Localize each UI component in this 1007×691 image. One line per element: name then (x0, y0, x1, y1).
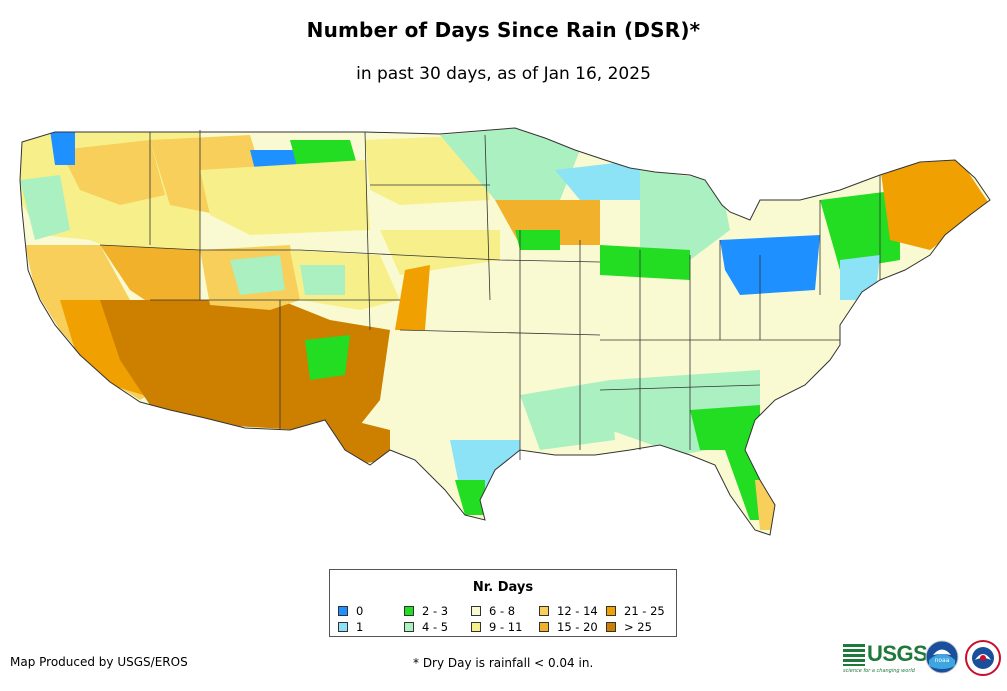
legend-item: 9 - 11 (471, 620, 522, 634)
legend-swatch (338, 606, 348, 616)
region-wyoming (200, 160, 370, 235)
legend-label: 4 - 5 (422, 620, 449, 634)
region-minnesota (440, 128, 580, 200)
region-nm-green (305, 335, 350, 380)
region-co-plateau (230, 255, 285, 295)
region-ny-pa-blue (720, 235, 820, 295)
legend-item: 15 - 20 (539, 620, 598, 634)
map-subtitle: in past 30 days, as of Jan 16, 2025 (356, 64, 651, 84)
noaa-logo-icon: noaa (925, 640, 959, 674)
region-tx-coast-green (455, 480, 485, 515)
legend-label: 2 - 3 (422, 604, 449, 618)
legend-item: 6 - 8 (471, 604, 515, 618)
us-dsr-map (19, 127, 991, 536)
legend-swatch (338, 622, 348, 632)
region-ga-green (690, 405, 760, 450)
legend-swatch (606, 622, 616, 632)
us-outline (19, 127, 991, 536)
region-nj-light-blue (840, 255, 880, 300)
legend-item: 4 - 5 (404, 620, 448, 634)
boundary-line (399, 329, 601, 336)
region-wa-coast (50, 130, 75, 165)
legend-swatch (606, 606, 616, 616)
legend-swatch (471, 622, 481, 632)
legend-swatch (404, 622, 414, 632)
region-oregon-interior (60, 140, 165, 205)
boundary-line (599, 384, 761, 391)
map-title: Number of Days Since Rain (DSR)* (306, 18, 701, 42)
legend-label: 1 (356, 620, 364, 634)
legend-label: 12 - 14 (557, 604, 598, 618)
legend-item: 12 - 14 (539, 604, 598, 618)
legend-label: > 25 (624, 620, 652, 634)
legend-label: 6 - 8 (489, 604, 516, 618)
region-lakes-green (600, 245, 690, 280)
legend-item: 0 (338, 604, 363, 618)
nws-logo-icon (965, 640, 1001, 676)
legend-item: > 25 (606, 620, 652, 634)
region-coast-or (20, 175, 70, 240)
region-ks-ok-orange (395, 265, 430, 330)
region-nevada (100, 245, 200, 310)
region-michigan (640, 170, 730, 260)
legend-swatch (471, 606, 481, 616)
map-credit: Map Produced by USGS/EROS (10, 655, 188, 669)
boundary-line (484, 134, 491, 301)
noaa-label: noaa (935, 657, 950, 664)
legend-label: 15 - 20 (557, 620, 598, 634)
agency-logos: USGS science for a changing world noaa (843, 638, 1003, 678)
dry-day-footnote: * Dry Day is rainfall < 0.04 in. (413, 656, 594, 670)
usgs-logo-text: USGS (867, 641, 928, 666)
legend-swatch (539, 622, 549, 632)
legend-item: 2 - 3 (404, 604, 448, 618)
legend-item: 1 (338, 620, 363, 634)
region-nebraska (380, 230, 500, 275)
legend-label: 0 (356, 604, 364, 618)
legend-label: 21 - 25 (624, 604, 665, 618)
region-gulf-green (520, 380, 615, 450)
usgs-wave-icon (843, 644, 865, 666)
map-legend: Nr. Days 0 1 2 - 3 4 - 5 6 - 8 9 - 11 12… (329, 569, 677, 637)
boundary-line (99, 244, 601, 263)
boundary-line (364, 131, 371, 331)
region-iowa-green (515, 230, 560, 250)
region-maine (880, 160, 990, 250)
map-color-regions (20, 128, 990, 535)
region-wi-light-blue (555, 160, 640, 200)
legend-label: 9 - 11 (489, 620, 523, 634)
legend-title: Nr. Days (472, 580, 534, 595)
legend-swatch (539, 606, 549, 616)
region-arizona-nm (100, 300, 390, 450)
region-co-rockies (300, 265, 345, 295)
state-boundaries (99, 130, 881, 460)
legend-item: 21 - 25 (606, 604, 665, 618)
usgs-tagline: science for a changing world (843, 668, 915, 674)
legend-swatch (404, 606, 414, 616)
